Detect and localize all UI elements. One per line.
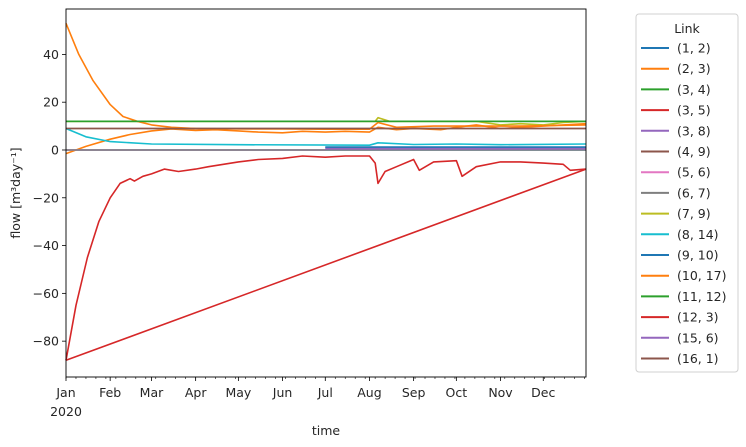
y-tick-label: 40 [43,47,59,62]
legend-label: (8, 14) [677,227,719,242]
legend-label: (2, 3) [677,61,711,76]
x-tick-label: Aug [357,385,381,400]
x-tick-label: Jul [317,385,333,400]
series-line-3 [65,168,587,362]
y-tick-label: −20 [33,190,59,205]
x-tick-label: Apr [185,385,207,400]
y-axis: 40 20 0 −20 −40 −60 −80 [33,47,66,349]
x-tick-label: Nov [488,385,513,400]
x-tick-label: Jun [272,385,293,400]
y-axis-label: flow [m³day⁻¹] [8,147,23,238]
series-line-13 [65,155,587,361]
legend-label: (3, 4) [677,82,711,97]
plot-frame [65,8,587,378]
legend-label: (6, 7) [677,185,711,200]
x-tick-label: Sep [402,385,426,400]
x-tick-label: Mar [140,385,164,400]
x-axis: Jan Feb Mar Apr May Jun Jul Aug Sep Oct Nov Dec [55,377,585,400]
x-tick-label: Oct [446,385,468,400]
x-year-label: 2020 [50,404,82,419]
y-tick-label: −40 [33,238,59,253]
series-line-9 [65,127,587,146]
legend-label: (15, 6) [677,330,719,345]
legend-label: (4, 9) [677,144,711,159]
series-line-11 [65,22,587,130]
legend-label: (5, 6) [677,165,711,180]
x-tick-label: May [225,385,251,400]
x-tick-label: Dec [531,385,555,400]
legend: Link (1, 2) (2, 3) (3, 4) (3, 5) (3, 8) (4, 9… [635,13,739,373]
legend-label: (11, 12) [677,289,727,304]
y-tick-label: 0 [51,142,59,157]
series-line-8 [66,116,587,126]
y-tick-label: −80 [33,334,59,349]
legend-frame [635,13,739,373]
legend-label: (12, 3) [677,310,719,325]
legend-label: (3, 8) [677,123,711,138]
x-axis-label: time [312,423,341,438]
plot-area [65,22,587,362]
legend-label: (7, 9) [677,206,711,221]
legend-label: (10, 17) [677,268,727,283]
x-tick-label: Feb [99,385,121,400]
y-tick-label: −60 [33,286,59,301]
y-tick-label: 20 [43,95,59,110]
legend-label: (1, 2) [677,41,711,56]
legend-label: (16, 1) [677,351,719,366]
x-tick-label: Jan [55,385,75,400]
legend-title: Link [674,21,700,36]
legend-entries: (1, 2) (2, 3) (3, 4) (3, 5) (3, 8) (4, 9) (5, … [641,41,727,366]
legend-label: (9, 10) [677,248,719,263]
legend-label: (3, 5) [677,103,711,118]
